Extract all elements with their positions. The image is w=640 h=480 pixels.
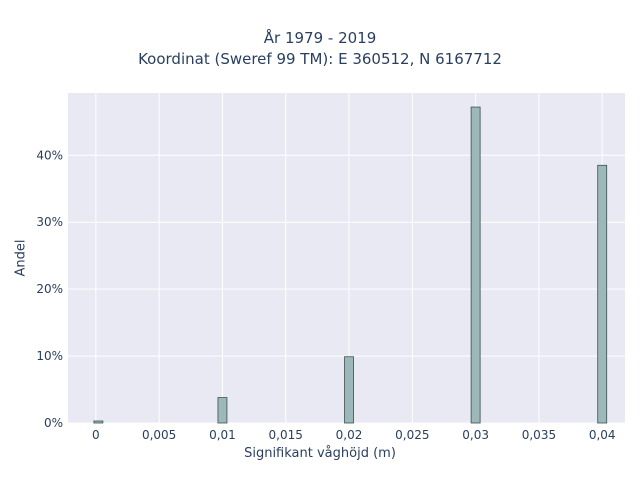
y-tick-label: 20% — [36, 282, 63, 296]
histogram-bar — [217, 397, 228, 424]
x-axis-label: Signifikant våghöjd (m) — [244, 446, 396, 461]
tick-labels: 0 0,005 0,01 0,015 0,02 0,025 0,03 0,035 0,04 0% 1… — [36, 148, 615, 442]
x-tick-label: 0,01 — [209, 428, 236, 442]
x-tick-label: 0,02 — [336, 428, 363, 442]
x-tick-label: 0,025 — [395, 428, 429, 442]
bars — [93, 106, 608, 424]
y-tick-label: 0% — [44, 416, 63, 430]
histogram-bar — [597, 164, 608, 424]
x-tick-label: 0,04 — [589, 428, 616, 442]
y-tick-label: 40% — [36, 148, 63, 162]
x-tick-label: 0,03 — [462, 428, 489, 442]
x-tick-label: 0,035 — [522, 428, 556, 442]
y-tick-label: 30% — [36, 215, 63, 229]
chart-title-line-2: Koordinat (Sweref 99 TM): E 360512, N 61… — [138, 50, 502, 68]
y-tick-label: 10% — [36, 349, 63, 363]
y-axis-label: Andel — [13, 239, 29, 277]
x-tick-label: 0 — [92, 428, 100, 442]
chart-title-line-1: År 1979 - 2019 — [263, 29, 377, 47]
x-tick-label: 0,005 — [142, 428, 176, 442]
histogram-bar — [93, 420, 104, 424]
histogram-bar — [470, 106, 481, 424]
histogram-bar — [344, 356, 354, 424]
x-tick-label: 0,015 — [269, 428, 303, 442]
